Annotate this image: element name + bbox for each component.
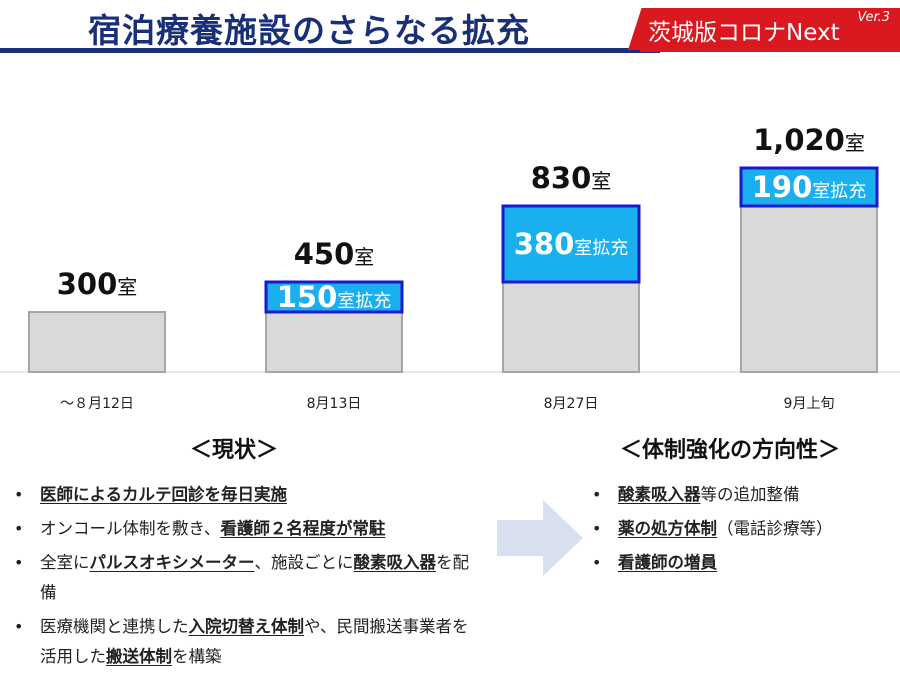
current-item-text: を構築 (172, 647, 222, 666)
current-list: 医師によるカルテ回診を毎日実施オンコール体制を敷き、看護師２名程度が常駐全室にパ… (8, 480, 473, 676)
brand-badge: 茨城版コロナNext Ver.3 (628, 8, 900, 50)
current-item: 医師によるカルテ回診を毎日実施 (8, 480, 473, 510)
header: 宿泊療養施設のさらなる拡充 茨城版コロナNext Ver.3 (0, 0, 900, 58)
base-bar (28, 311, 166, 373)
total-label: 300室 (57, 267, 138, 301)
direction-item: 看護師の増員 (586, 548, 896, 578)
direction-item-emphasis: 薬の処方体制 (618, 519, 717, 538)
total-label: 450室 (294, 237, 375, 271)
direction-list: 酸素吸入器等の追加整備薬の処方体制（電話診療等）看護師の増員 (586, 480, 896, 582)
current-item-text: 全室に (40, 553, 90, 572)
current-item-emphasis: パルスオキシメーター (89, 553, 255, 572)
expansion-unit: 室拡充 (812, 181, 866, 202)
category-label: 8月13日 (307, 396, 362, 412)
title-underline (0, 48, 660, 53)
direction-item-emphasis: 酸素吸入器 (618, 485, 701, 504)
total-value: 450 (294, 237, 355, 271)
current-item-emphasis: 酸素吸入器 (353, 553, 437, 572)
expansion-label: 190室拡充 (752, 170, 867, 204)
base-bar (502, 281, 640, 373)
total-value: 830 (531, 161, 592, 195)
direction-item-text: （電話診療等） (717, 519, 833, 538)
capacity-chart: 300室～８月12日150室拡充450室8月13日380室拡充830室8月27日… (0, 123, 900, 412)
current-item: 全室にパルスオキシメーター、施設ごとに酸素吸入器を配備 (8, 548, 473, 608)
current-item: 医療機関と連携した入院切替え体制や、民間搬送事業者を活用した搬送体制を構築 (8, 612, 473, 672)
direction-item: 酸素吸入器等の追加整備 (586, 480, 896, 510)
current-item-text: 医療機関と連携した (40, 617, 189, 636)
direction-item-emphasis: 看護師の増員 (618, 553, 717, 572)
expansion-value: 380 (514, 227, 575, 261)
current-item-text: や、民間搬送事業者を活用した (40, 617, 469, 666)
current-item-text: オンコール体制を敷き、 (40, 519, 221, 538)
base-bar (265, 311, 403, 373)
base-bar (740, 205, 878, 373)
right-arrow-icon (497, 500, 583, 576)
current-item: オンコール体制を敷き、看護師２名程度が常駐 (8, 514, 473, 544)
page-title: 宿泊療養施設のさらなる拡充 (88, 11, 530, 50)
total-value: 300 (57, 267, 118, 301)
expansion-unit: 室拡充 (337, 291, 391, 312)
direction-item-text: 等の追加整備 (700, 485, 800, 504)
current-item-emphasis: 搬送体制 (106, 647, 172, 666)
expansion-unit: 室拡充 (574, 238, 628, 259)
direction-heading: ＜体制強化の方向性＞ (620, 438, 841, 463)
current-item-text: を配備 (40, 553, 469, 602)
category-label: 8月27日 (544, 396, 599, 412)
expansion-bar (739, 166, 879, 208)
current-item-emphasis: 医師によるカルテ回診を毎日実施 (40, 485, 288, 504)
expansion-bar (501, 204, 641, 284)
total-label: 830室 (531, 161, 612, 195)
expansion-value: 190 (752, 170, 813, 204)
brand-version: Ver.3 (857, 10, 890, 25)
category-label: ～８月12日 (60, 396, 134, 412)
total-unit: 室 (845, 131, 865, 155)
expansion-label: 150室拡充 (277, 280, 392, 314)
expansion-value: 150 (277, 280, 338, 314)
current-item-text: 、施設ごとに (254, 553, 354, 572)
total-unit: 室 (354, 245, 374, 269)
total-value: 1,020 (753, 123, 845, 157)
total-unit: 室 (591, 169, 611, 193)
current-item-emphasis: 入院切替え体制 (188, 617, 305, 636)
total-unit: 室 (117, 275, 137, 299)
category-label: 9月上旬 (784, 396, 835, 412)
current-item-emphasis: 看護師２名程度が常駐 (220, 519, 386, 538)
expansion-bar (264, 280, 404, 314)
direction-item: 薬の処方体制（電話診療等） (586, 514, 896, 544)
current-heading: ＜現状＞ (190, 438, 279, 463)
brand-name: 茨城版コロナNext (648, 20, 840, 46)
total-label: 1,020室 (753, 123, 865, 157)
expansion-label: 380室拡充 (514, 227, 629, 261)
brand-underline (640, 49, 900, 52)
